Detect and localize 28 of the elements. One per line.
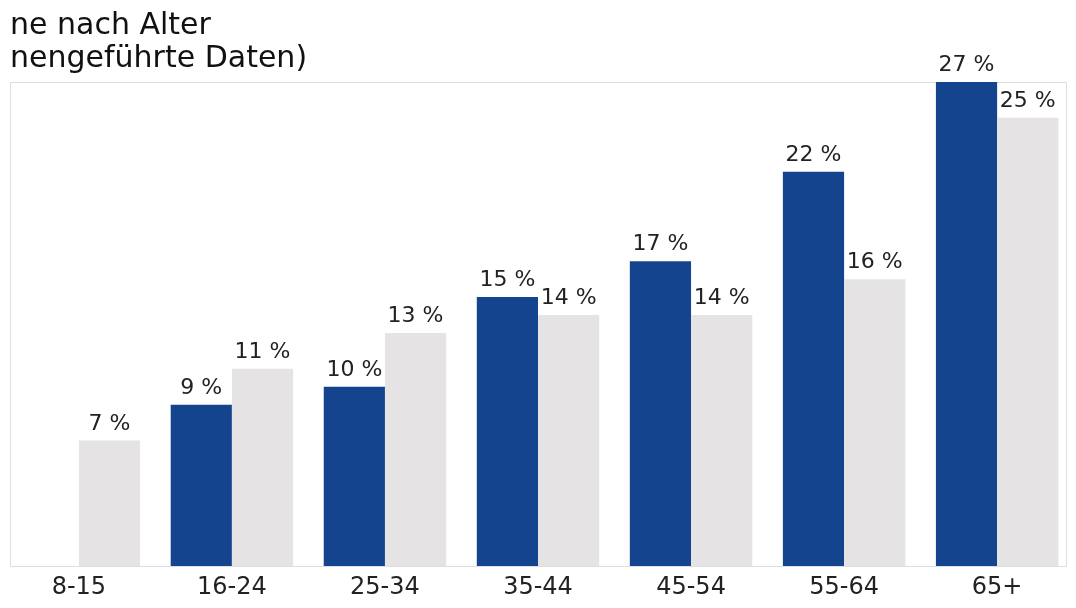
x-tick-label: 16-24 bbox=[197, 571, 267, 600]
bar bbox=[782, 171, 845, 566]
data-label: 13 % bbox=[387, 301, 444, 327]
data-label: 14 % bbox=[693, 284, 750, 310]
data-label: 17 % bbox=[632, 230, 689, 256]
x-tick-label: 65+ bbox=[971, 571, 1023, 600]
data-label: 16 % bbox=[846, 248, 903, 274]
data-label: 25 % bbox=[999, 86, 1056, 112]
data-label: 15 % bbox=[479, 266, 536, 292]
x-tick-label: 8-15 bbox=[51, 571, 107, 600]
bar bbox=[476, 297, 538, 566]
bar bbox=[935, 82, 998, 566]
x-tick-label: 35-44 bbox=[503, 571, 573, 600]
data-label: 11 % bbox=[234, 337, 291, 363]
bar bbox=[323, 386, 385, 566]
data-label: 9 % bbox=[180, 373, 223, 399]
data-label: 22 % bbox=[785, 140, 842, 166]
bar bbox=[170, 404, 232, 566]
data-label: 14 % bbox=[540, 284, 597, 310]
chart-title: ne nach Alter bbox=[10, 6, 212, 41]
data-label: 7 % bbox=[88, 409, 131, 435]
x-tick-label: 45-54 bbox=[656, 571, 726, 600]
data-label: 27 % bbox=[938, 51, 995, 76]
bar bbox=[629, 261, 692, 566]
x-tick-label: 55-64 bbox=[809, 571, 879, 600]
x-tick-label: 25-34 bbox=[350, 571, 420, 600]
chart-subtitle: nengeführte Daten) bbox=[10, 39, 308, 74]
data-label: 10 % bbox=[326, 355, 383, 381]
